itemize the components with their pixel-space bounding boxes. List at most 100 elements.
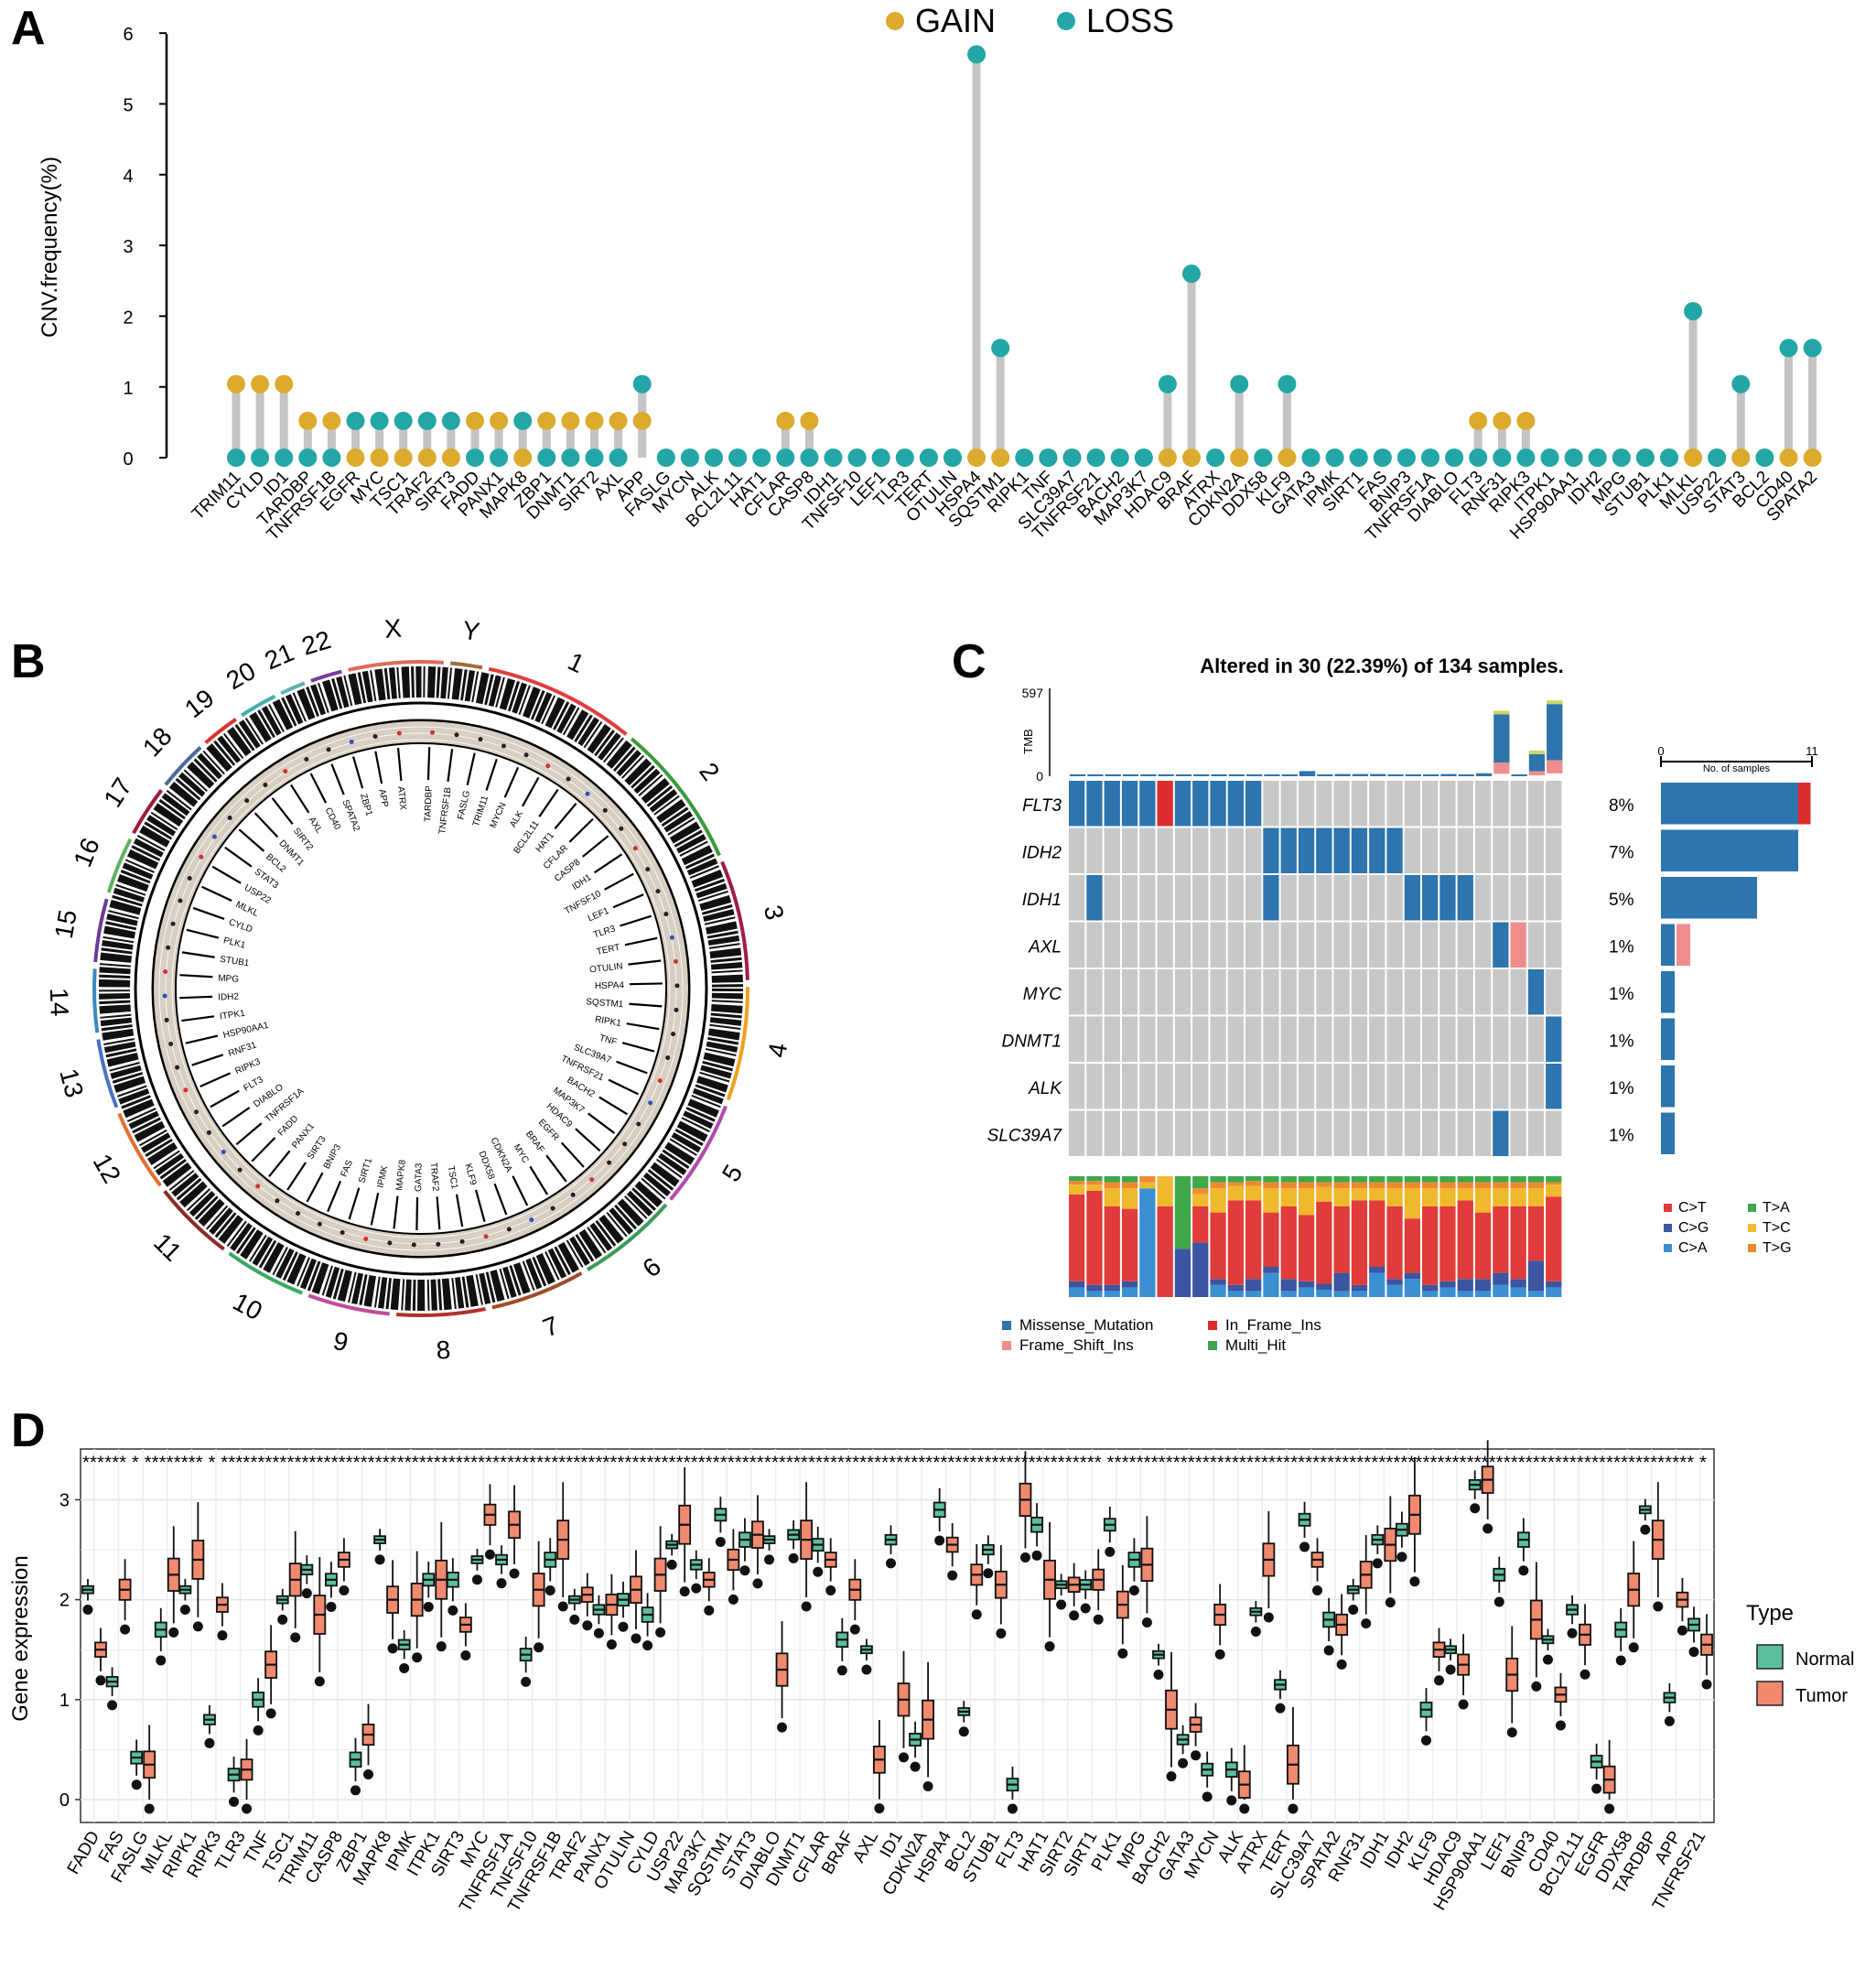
titv-segment-tg bbox=[1439, 1182, 1456, 1189]
onco-cell-IDH2 bbox=[1510, 827, 1526, 873]
gene-link-MYCN bbox=[503, 766, 520, 798]
onco-cell-DNMT1 bbox=[1404, 1016, 1420, 1062]
cnv-dot-HDAC9 bbox=[607, 1160, 612, 1165]
onco-cell-DNMT1 bbox=[1245, 1016, 1262, 1062]
loss-point-RNF31 bbox=[1493, 449, 1512, 467]
gene-link-TRAF2 bbox=[436, 1196, 441, 1230]
tumor-TARDBP-outlier bbox=[1653, 1601, 1664, 1612]
cnv-dot-IDH1 bbox=[632, 846, 638, 851]
onco-cell-ALK bbox=[1263, 1064, 1279, 1109]
onco-cell-FLT3 bbox=[1351, 781, 1368, 827]
titv-segment-tg bbox=[1263, 1182, 1279, 1189]
gene-label: BNIP3 bbox=[322, 1142, 344, 1171]
cnv-dot-TNFRSF1B bbox=[454, 732, 459, 738]
loss-point-BCL2 bbox=[1755, 449, 1774, 467]
y-axis-label-d: Gene expression bbox=[8, 1555, 33, 1721]
onco-cell-DNMT1 bbox=[1280, 1016, 1297, 1062]
onco-cell-IDH2 bbox=[1493, 827, 1509, 873]
loss-point-APP bbox=[632, 374, 652, 394]
y-tick-label: 3 bbox=[59, 1490, 70, 1510]
sample-bar-frameshift bbox=[1677, 924, 1690, 966]
chromosome-arc-2 bbox=[630, 737, 721, 857]
cnv-dot-PANX1 bbox=[255, 1184, 261, 1189]
tmb-bar bbox=[1370, 773, 1386, 776]
gene-link-MAP3K7 bbox=[588, 1112, 616, 1134]
titv-segment-tc bbox=[1457, 1188, 1473, 1201]
normal-SIRT1-outlier bbox=[1080, 1603, 1091, 1614]
gene-label: ALK bbox=[508, 809, 525, 829]
titv-segment-cg bbox=[1069, 1281, 1085, 1288]
onco-cell-ALK bbox=[1121, 1064, 1138, 1109]
onco-cell-IDH2 bbox=[1546, 827, 1562, 873]
onco-cell-DNMT1 bbox=[1546, 1016, 1562, 1062]
chromosome-arc-19 bbox=[204, 718, 237, 745]
normal-ZBP1-outlier bbox=[350, 1785, 361, 1796]
titv-segment-ca bbox=[1386, 1284, 1403, 1297]
onco-cell-FLT3 bbox=[1439, 781, 1456, 827]
onco-cell-IDH2 bbox=[1474, 827, 1492, 873]
loss-point-HSPA4 bbox=[967, 45, 987, 64]
titv-segment-cg bbox=[1263, 1267, 1279, 1273]
tumor-GATA3-outlier bbox=[1191, 1750, 1202, 1761]
titv-segment-ca bbox=[1210, 1284, 1226, 1297]
gene-label: SQSTM1 bbox=[586, 997, 624, 1010]
gene-link-CYLD bbox=[192, 906, 225, 920]
normal-DIABLO-outlier bbox=[764, 1554, 775, 1565]
cnv-dot-SPATA2 bbox=[326, 747, 331, 752]
tumor-HDAC9-outlier bbox=[1458, 1699, 1469, 1710]
titv-segment-ca bbox=[1474, 1291, 1492, 1297]
onco-cell-IDH2 bbox=[1245, 827, 1262, 873]
gene-link-BNIP3 bbox=[306, 1172, 324, 1203]
gene-link-APP bbox=[374, 751, 383, 784]
onco-cell-ALK bbox=[1439, 1064, 1456, 1109]
legend-normal-key bbox=[1756, 1644, 1784, 1670]
gene-label: IDH1 bbox=[570, 872, 593, 892]
onco-cell-FLT3 bbox=[1386, 781, 1403, 827]
tmb-bar bbox=[1087, 774, 1104, 776]
onco-cell-ALK bbox=[1546, 1064, 1562, 1109]
titv-segment-tc bbox=[1069, 1184, 1085, 1195]
titv-segment-ta bbox=[1210, 1176, 1226, 1183]
y-tick-label: 0 bbox=[59, 1790, 70, 1811]
onco-cell-IDH1 bbox=[1422, 875, 1439, 921]
onco-cell-DNMT1 bbox=[1351, 1016, 1368, 1062]
onco-cell-IDH1 bbox=[1227, 875, 1244, 921]
onco-cell-IDH2 bbox=[1157, 827, 1173, 873]
chromosome-arc-17 bbox=[132, 789, 163, 835]
onco-cell-SLC39A7 bbox=[1298, 1110, 1315, 1156]
titv-segment-ta bbox=[1510, 1176, 1526, 1183]
onco-cell-FLT3 bbox=[1527, 781, 1545, 827]
onco-cell-FLT3 bbox=[1493, 781, 1509, 827]
titv-segment-tg bbox=[1104, 1182, 1120, 1189]
significance-stars: ****** * ******** * ********************… bbox=[82, 1454, 1708, 1473]
normal-PANX1-outlier bbox=[593, 1628, 604, 1638]
normal-ITPK1-outlier bbox=[423, 1601, 434, 1612]
normal-BCL2L11-outlier bbox=[1567, 1628, 1578, 1638]
normal-TNF-outlier bbox=[253, 1725, 264, 1736]
gene-label: TRIM11 bbox=[471, 795, 491, 828]
gene-label: AXL bbox=[307, 816, 325, 836]
titv-segment-tg bbox=[1245, 1181, 1262, 1186]
onco-cell-IDH1 bbox=[1157, 875, 1173, 921]
onco-cell-DNMT1 bbox=[1174, 1016, 1191, 1062]
titv-segment-ct bbox=[1210, 1212, 1226, 1280]
chromosome-label: 20 bbox=[221, 656, 260, 695]
gene-label: TNF bbox=[598, 1033, 619, 1048]
gene-link-HDAC9 bbox=[575, 1128, 601, 1152]
onco-cell-FLT3 bbox=[1474, 781, 1492, 827]
tmb-bar bbox=[1246, 774, 1263, 776]
onco-cell-FLT3 bbox=[1298, 781, 1315, 827]
onco-cell-SLC39A7 bbox=[1104, 1110, 1120, 1156]
cnv-dot-SQSTM1 bbox=[674, 1007, 679, 1012]
normal-FADD-outlier bbox=[82, 1604, 93, 1615]
titv-segment-ct bbox=[1386, 1206, 1403, 1280]
tmb-bar bbox=[1175, 774, 1192, 776]
loss-point-IDH1 bbox=[824, 449, 843, 467]
cnv-dot-OTULIN bbox=[673, 958, 678, 964]
normal-FLT3-outlier bbox=[1007, 1803, 1018, 1814]
normal-CYLD-outlier bbox=[642, 1640, 653, 1651]
tmb-bar-other bbox=[1547, 700, 1563, 705]
panel-label-d: D bbox=[11, 1404, 46, 1457]
loss-point-BACH2 bbox=[1110, 449, 1129, 467]
onco-cell-FLT3 bbox=[1086, 781, 1103, 827]
